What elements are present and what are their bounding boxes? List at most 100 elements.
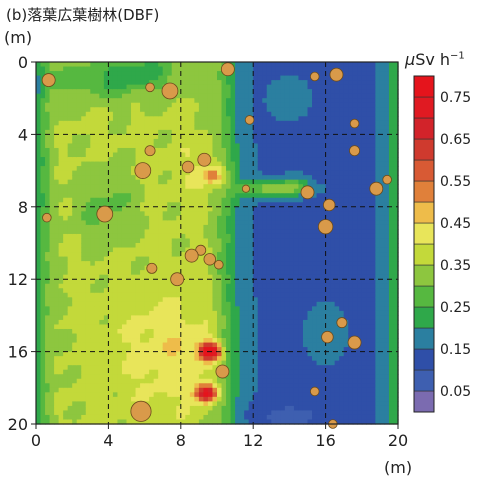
heatmap-cell [203, 188, 209, 194]
heatmap-cell [76, 283, 82, 289]
heatmap-cell [99, 175, 105, 181]
heatmap-cell [289, 71, 295, 77]
heatmap-cell [153, 166, 159, 172]
heatmap-cell [76, 383, 82, 389]
heatmap-cell [126, 184, 132, 190]
heatmap-cell [203, 98, 209, 104]
heatmap-cell [280, 279, 286, 285]
heatmap-cell [112, 138, 119, 145]
heatmap-cell [212, 342, 218, 348]
heatmap-cell [76, 62, 82, 68]
heatmap-cell [307, 261, 313, 267]
heatmap-cell [253, 351, 259, 357]
heatmap-cell [217, 98, 223, 104]
heatmap-cell [176, 328, 182, 335]
heatmap-cell [312, 184, 318, 190]
heatmap-cell [203, 233, 209, 240]
heatmap-cell [253, 170, 259, 176]
heatmap-cell [212, 138, 218, 145]
heatmap-cell [58, 229, 64, 235]
heatmap-cell [140, 306, 146, 312]
heatmap-cell [36, 179, 42, 185]
heatmap-cell [140, 197, 146, 203]
heatmap-cell [257, 193, 263, 199]
heatmap-cell [126, 270, 132, 276]
heatmap-cell [126, 134, 132, 140]
heatmap-cell [244, 378, 250, 384]
heatmap-cell [135, 351, 141, 357]
heatmap-cell [81, 143, 87, 149]
heatmap-cell [171, 243, 177, 249]
heatmap-cell [194, 387, 200, 393]
heatmap-cell [40, 71, 46, 77]
heatmap-cell [76, 193, 82, 199]
heatmap-cell [167, 315, 173, 321]
heatmap-cell [85, 405, 91, 412]
heatmap-cell [94, 383, 100, 389]
heatmap-cell [153, 143, 159, 149]
heatmap-cell [90, 125, 96, 131]
heatmap-cell [235, 202, 241, 208]
heatmap-cell [189, 211, 195, 217]
heatmap-cell [217, 324, 223, 330]
heatmap-cell [235, 80, 241, 86]
heatmap-cell [307, 143, 313, 149]
heatmap-cell [284, 125, 291, 131]
heatmap-cell [244, 396, 250, 402]
heatmap-cell [253, 378, 259, 384]
heatmap-cell [271, 351, 277, 357]
heatmap-cell [257, 170, 263, 176]
heatmap-cell [289, 233, 295, 240]
heatmap-cell [90, 297, 96, 303]
heatmap-cell [144, 224, 150, 231]
heatmap-cell [90, 256, 96, 262]
heatmap-cell [212, 179, 218, 185]
heatmap-cell [221, 220, 227, 226]
heatmap-cell [217, 166, 223, 172]
heatmap-cell [162, 179, 168, 185]
heatmap-cell [217, 414, 223, 421]
heatmap-cell [81, 369, 87, 375]
heatmap-cell [36, 157, 42, 163]
heatmap-cell [90, 84, 96, 90]
heatmap-cell [262, 211, 268, 217]
heatmap-cell [144, 179, 150, 185]
heatmap-cell [81, 315, 87, 321]
heatmap-cell [226, 301, 232, 307]
heatmap-cell [302, 279, 309, 285]
heatmap-cell [54, 107, 60, 113]
heatmap-cell [112, 401, 119, 407]
heatmap-cell [144, 369, 150, 375]
heatmap-cell [239, 233, 245, 240]
heatmap-cell [126, 152, 132, 158]
heatmap-cell [131, 107, 137, 113]
heatmap-cell [207, 356, 214, 362]
heatmap-cell [203, 75, 209, 81]
heatmap-cell [271, 157, 277, 163]
heatmap-cell [103, 387, 110, 393]
heatmap-cell [99, 414, 105, 421]
heatmap-cell [140, 125, 146, 131]
heatmap-cell [103, 170, 110, 176]
heatmap-cell [117, 197, 123, 203]
heatmap-cell [284, 184, 291, 190]
heatmap-cell [140, 383, 146, 389]
heatmap-cell [140, 324, 146, 330]
heatmap-cell [144, 143, 150, 149]
heatmap-cell [121, 301, 128, 307]
heatmap-cell [217, 252, 223, 258]
heatmap-cell [280, 211, 286, 217]
heatmap-cell [94, 347, 100, 353]
heatmap-cell [289, 247, 295, 253]
heatmap-cell [54, 265, 60, 271]
heatmap-cell [49, 224, 55, 231]
heatmap-cell [63, 211, 69, 217]
heatmap-cell [54, 229, 60, 235]
heatmap-cell [212, 288, 218, 294]
heatmap-cell [81, 184, 87, 190]
heatmap-cell [275, 365, 281, 371]
heatmap-cell [158, 319, 164, 326]
heatmap-cell [289, 297, 295, 303]
heatmap-cell [271, 89, 277, 95]
heatmap-cell [180, 75, 186, 81]
